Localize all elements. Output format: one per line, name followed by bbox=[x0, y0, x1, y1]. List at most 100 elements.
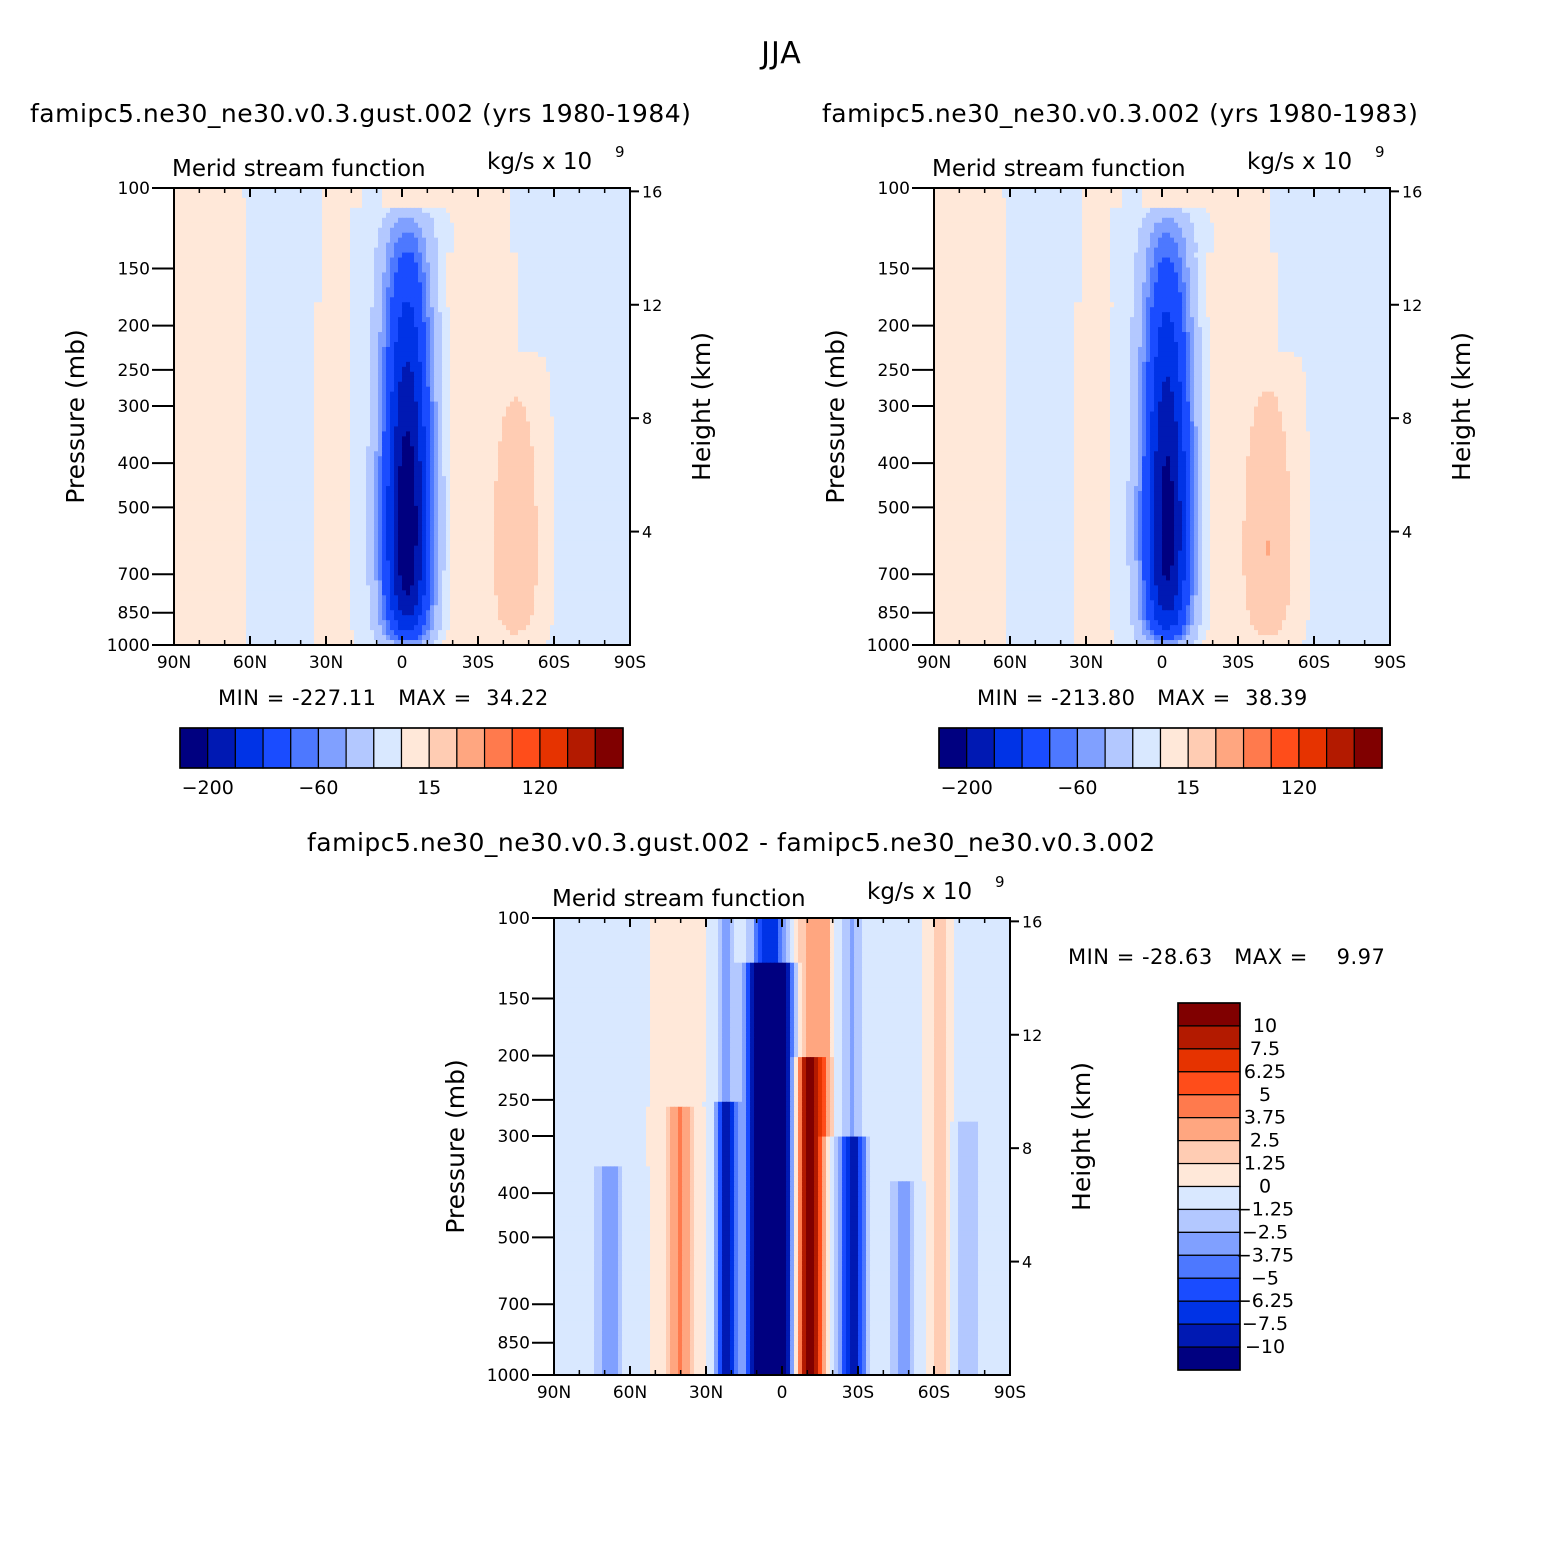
heatmap-cell bbox=[214, 366, 219, 373]
heatmap-cell bbox=[494, 207, 499, 214]
heatmap-cell bbox=[390, 337, 395, 343]
heatmap-cell bbox=[434, 232, 439, 239]
heatmap-cell bbox=[502, 351, 507, 358]
heatmap-cell bbox=[194, 356, 199, 363]
heatmap-cell bbox=[378, 327, 383, 333]
heatmap-cell bbox=[454, 272, 459, 279]
heatmap-cell bbox=[338, 356, 343, 363]
heatmap-cell bbox=[314, 202, 319, 209]
heatmap-cell bbox=[250, 302, 255, 308]
heatmap-cell bbox=[210, 317, 215, 323]
heatmap-cell bbox=[414, 247, 419, 254]
heatmap-cell bbox=[262, 386, 267, 393]
heatmap-cell bbox=[214, 307, 219, 313]
heatmap-cell bbox=[234, 371, 239, 378]
heatmap-cell bbox=[250, 371, 255, 378]
heatmap-cell bbox=[434, 212, 439, 219]
heatmap-cell bbox=[462, 391, 467, 398]
heatmap-cell bbox=[314, 401, 319, 408]
heatmap-cell bbox=[194, 371, 199, 378]
heatmap-cell bbox=[394, 252, 399, 259]
heatmap-cell bbox=[286, 381, 291, 388]
heatmap-cell bbox=[506, 371, 511, 378]
heatmap-cell bbox=[366, 188, 371, 194]
heatmap-cell bbox=[402, 356, 407, 363]
heatmap-cell bbox=[214, 376, 219, 383]
heatmap-cell bbox=[310, 188, 315, 194]
heatmap-cell bbox=[182, 232, 187, 239]
heatmap-cell bbox=[574, 277, 579, 283]
heatmap-cell bbox=[322, 317, 327, 323]
heatmap-cell bbox=[490, 356, 495, 363]
heatmap-cell bbox=[390, 192, 395, 199]
heatmap-cell bbox=[230, 292, 235, 298]
heatmap-cell bbox=[278, 371, 283, 378]
heatmap-cell bbox=[338, 232, 343, 239]
heatmap-cell bbox=[310, 327, 315, 333]
heatmap-cell bbox=[390, 376, 395, 383]
heatmap-cell bbox=[242, 297, 247, 303]
heatmap-cell bbox=[350, 307, 355, 313]
heatmap-cell bbox=[242, 292, 247, 298]
heatmap-cell bbox=[454, 247, 459, 254]
heatmap-cell bbox=[438, 361, 443, 368]
heatmap-cell bbox=[174, 252, 179, 259]
heatmap-cell bbox=[346, 232, 351, 239]
heatmap-cell bbox=[326, 361, 331, 368]
heatmap-cell bbox=[234, 202, 239, 209]
heatmap-cell bbox=[362, 317, 367, 323]
heatmap-cell bbox=[390, 391, 395, 398]
heatmap-cell bbox=[226, 282, 231, 288]
heatmap-cell bbox=[466, 376, 471, 383]
heatmap-cell bbox=[238, 222, 243, 229]
heatmap-cell bbox=[278, 332, 283, 338]
heatmap-cell bbox=[258, 386, 263, 393]
heatmap-cell bbox=[218, 337, 223, 343]
heatmap-cell bbox=[410, 202, 415, 209]
heatmap-cell bbox=[450, 247, 455, 254]
heatmap-cell bbox=[258, 381, 263, 388]
heatmap-cell bbox=[182, 252, 187, 259]
heatmap-cell bbox=[194, 242, 199, 249]
heatmap-cell bbox=[362, 297, 367, 303]
heatmap-cell bbox=[318, 361, 323, 368]
heatmap-cell bbox=[202, 197, 207, 204]
heatmap-cell bbox=[510, 346, 515, 353]
heatmap-cell bbox=[282, 361, 287, 368]
heatmap-cell bbox=[422, 307, 427, 313]
heatmap-cell bbox=[342, 207, 347, 214]
heatmap-cell bbox=[622, 207, 627, 214]
heatmap-cell bbox=[578, 396, 583, 403]
heatmap-cell bbox=[522, 232, 527, 239]
heatmap-cell bbox=[358, 371, 363, 378]
heatmap-cell bbox=[482, 381, 487, 388]
heatmap-cell bbox=[222, 252, 227, 259]
heatmap-cell bbox=[566, 356, 571, 363]
heatmap-cell bbox=[254, 202, 259, 209]
heatmap-cell bbox=[506, 351, 511, 358]
heatmap-cell bbox=[430, 277, 435, 283]
heatmap-cell bbox=[422, 252, 427, 259]
heatmap-cell bbox=[534, 192, 539, 199]
heatmap-cell bbox=[430, 227, 435, 234]
heatmap-cell bbox=[314, 282, 319, 288]
heatmap-cell bbox=[274, 346, 279, 353]
heatmap-cell bbox=[538, 312, 543, 318]
heatmap-cell bbox=[382, 346, 387, 353]
heatmap-cell bbox=[274, 277, 279, 283]
heatmap-cell bbox=[586, 337, 591, 343]
heatmap-cell bbox=[570, 222, 575, 229]
heatmap-cell bbox=[570, 252, 575, 259]
heatmap-cell bbox=[398, 188, 403, 194]
heatmap-cell bbox=[366, 272, 371, 279]
heatmap-cell bbox=[510, 257, 515, 264]
heatmap-cell bbox=[278, 192, 283, 199]
heatmap-cell bbox=[438, 197, 443, 204]
heatmap-cell bbox=[386, 227, 391, 234]
heatmap-cell bbox=[518, 277, 523, 283]
heatmap-cell bbox=[326, 252, 331, 259]
heatmap-cell bbox=[338, 237, 343, 244]
heatmap-cell bbox=[418, 376, 423, 383]
heatmap-cell bbox=[298, 341, 303, 348]
heatmap-cell bbox=[586, 192, 591, 199]
